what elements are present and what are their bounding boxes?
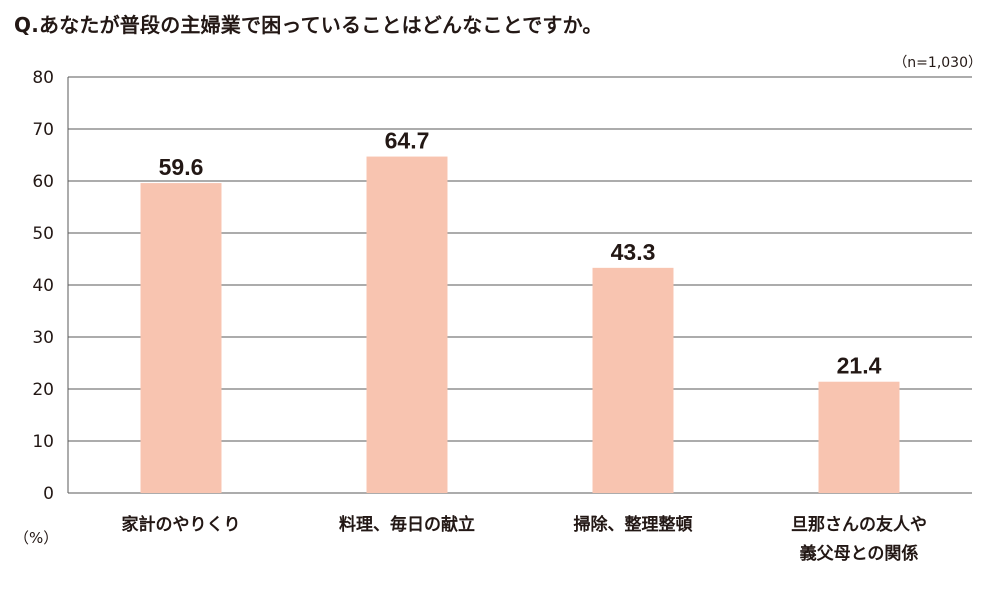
y-tick-label: 60 bbox=[32, 172, 54, 192]
category-label: 料理、毎日の献立 bbox=[339, 514, 475, 535]
category-label: 義父母との関係 bbox=[800, 543, 919, 564]
page-title: Q.あなたが普段の主婦業で困っていることはどんなことですか。 bbox=[14, 13, 603, 37]
y-tick-label: 10 bbox=[32, 432, 54, 452]
y-axis-unit-label: （%） bbox=[14, 529, 59, 547]
category-label: 掃除、整理整頓 bbox=[574, 514, 693, 535]
y-tick-label: 50 bbox=[32, 224, 54, 244]
y-tick-label: 0 bbox=[43, 484, 54, 504]
y-tick-label: 70 bbox=[32, 120, 54, 140]
data-label: 21.4 bbox=[837, 353, 882, 379]
y-tick-label: 20 bbox=[32, 380, 54, 400]
data-label: 64.7 bbox=[385, 128, 430, 154]
y-tick-label: 40 bbox=[32, 276, 54, 296]
category-label: 旦那さんの友人や bbox=[791, 514, 927, 535]
bar bbox=[366, 156, 448, 493]
bar bbox=[140, 183, 222, 493]
y-tick-label: 80 bbox=[32, 68, 54, 88]
bar bbox=[818, 381, 900, 493]
data-label: 43.3 bbox=[611, 239, 656, 265]
data-label: 59.6 bbox=[159, 154, 204, 180]
bar bbox=[592, 267, 674, 493]
y-tick-label: 30 bbox=[32, 328, 54, 348]
sample-size-note: （n=1,030） bbox=[893, 55, 982, 71]
category-label: 家計のやりくり bbox=[122, 514, 241, 535]
